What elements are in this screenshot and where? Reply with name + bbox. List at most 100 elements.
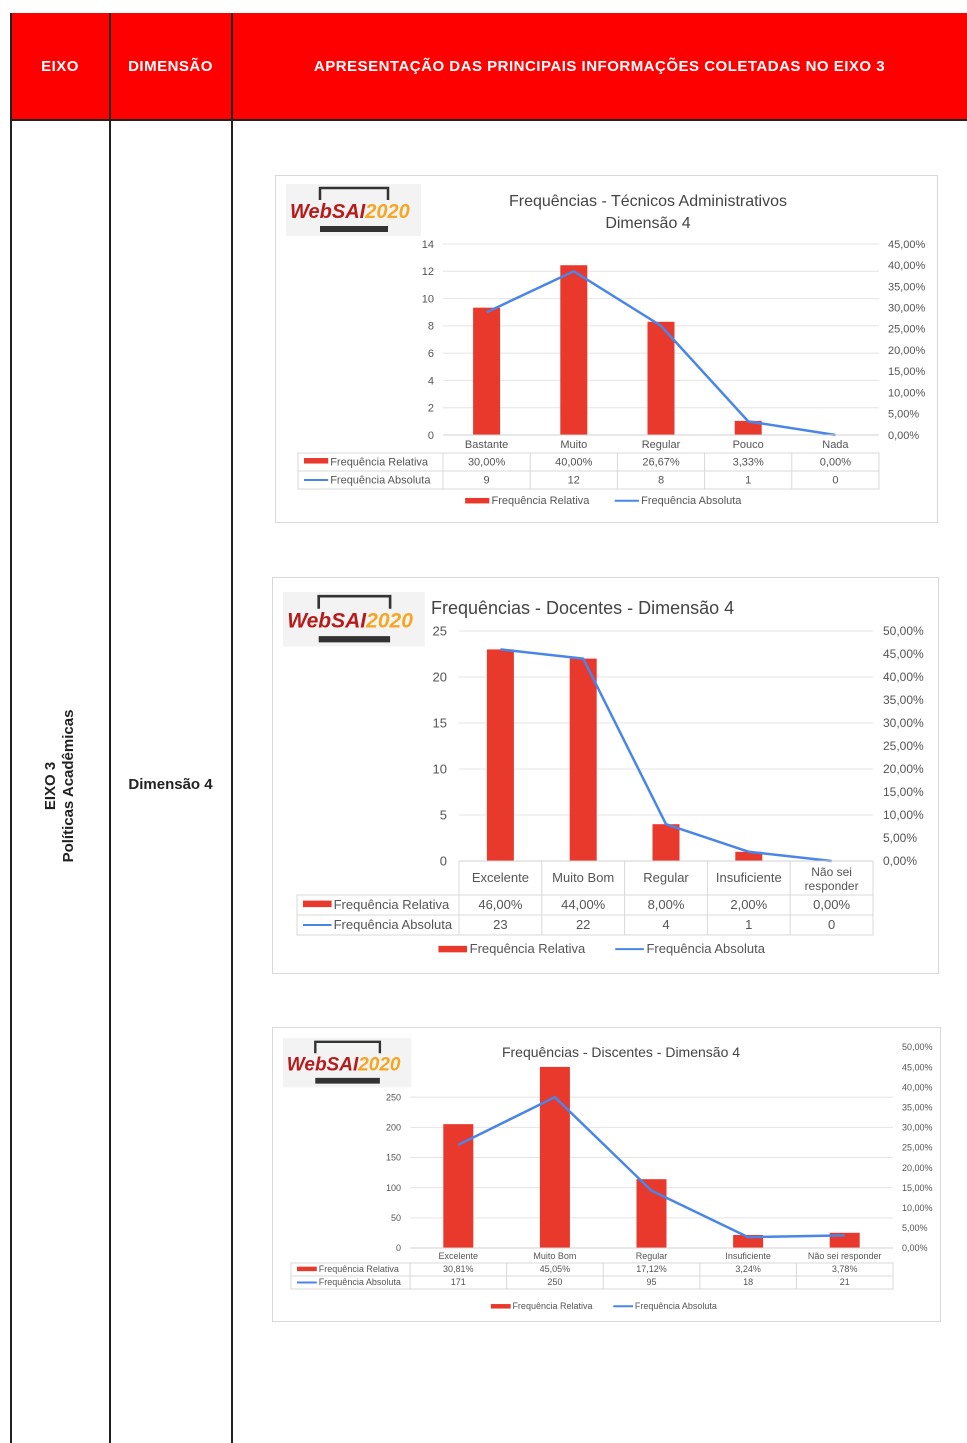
chart-svg: WebSAI2020 Frequências - Técnicos Adminis… <box>286 184 926 507</box>
left-axis-tick: 14 <box>422 239 434 251</box>
right-axis-tick: 40,00% <box>902 1082 933 1092</box>
logo-text-web: WebSAI <box>287 610 367 633</box>
data-table-value: 18 <box>743 1277 753 1287</box>
chart-subtitle: Dimensão 4 <box>605 215 690 232</box>
bar <box>560 265 588 435</box>
data-table-value: 40,00% <box>555 457 593 469</box>
category-label: Nada <box>822 439 849 451</box>
chart-panel-tecnicos: WebSAI2020 Frequências - Técnicos Adminis… <box>275 175 938 523</box>
left-axis-tick: 150 <box>386 1153 401 1163</box>
data-table-series-name: Frequência Absoluta <box>330 475 431 487</box>
chart-svg: WebSAI2020 Frequências - Discentes - Dime… <box>283 1038 933 1311</box>
chart-title: Frequências - Docentes - Dimensão 4 <box>431 598 734 618</box>
laptop-screen-icon <box>318 186 390 200</box>
right-axis-tick: 30,00% <box>883 716 924 730</box>
logo-text: WebSAI2020 <box>287 1054 401 1075</box>
logo-text-year: 2020 <box>357 1054 401 1075</box>
left-axis-tick: 2 <box>428 403 434 415</box>
laptop-base-icon <box>315 1077 380 1084</box>
legend-key-bar <box>438 945 468 953</box>
logo-text: WebSAI2020 <box>287 610 413 633</box>
right-axis-tick: 45,00% <box>888 239 926 251</box>
laptop-base-icon <box>318 636 391 643</box>
data-table-value: 0,00% <box>813 897 850 912</box>
data-table-value: 1 <box>745 475 751 487</box>
left-axis-tick: 5 <box>440 808 447 823</box>
data-table-value: 8 <box>658 475 664 487</box>
right-axis-tick: 30,00% <box>888 303 926 315</box>
legend-key-bar <box>304 458 329 464</box>
right-axis-tick: 25,00% <box>888 324 926 336</box>
data-table-value: 4 <box>662 917 669 932</box>
header-dimensao: DIMENSÃO <box>110 13 231 119</box>
eixo-title: Políticas Acadêmicas <box>60 709 77 863</box>
data-table-value: 30,00% <box>468 457 506 469</box>
data-table-value: 9 <box>484 475 490 487</box>
legend-key-bar <box>465 497 490 504</box>
chart-panel-discentes: WebSAI2020 Frequências - Discentes - Dime… <box>272 1027 941 1322</box>
bar <box>569 658 597 861</box>
data-table-value: 1 <box>745 917 752 932</box>
legend-label: Frequência Absoluta <box>646 941 765 956</box>
websai-logo: WebSAI2020 <box>286 184 421 236</box>
data-table-value: 44,00% <box>561 897 606 912</box>
logo-text-year: 2020 <box>365 610 413 633</box>
bar <box>652 824 680 861</box>
data-table-series-name: Frequência Relativa <box>334 897 450 912</box>
right-axis-tick: 10,00% <box>888 387 926 399</box>
bar <box>735 851 763 861</box>
laptop-screen-icon <box>317 594 392 609</box>
eixo-label: EIXO 3 Políticas Acadêmicas <box>42 710 78 863</box>
websai-logo: WebSAI2020 <box>283 592 425 647</box>
right-axis-tick: 20,00% <box>883 762 924 776</box>
bar <box>647 321 675 435</box>
data-table-value: 21 <box>840 1277 850 1287</box>
category-label: Pouco <box>733 439 764 451</box>
table-divider-1 <box>109 13 111 1443</box>
right-axis-tick: 5,00% <box>888 409 919 421</box>
data-table-value: 46,00% <box>478 897 523 912</box>
data-table-value: 3,78% <box>832 1264 858 1274</box>
data-table-series-name: Frequência Relativa <box>330 457 429 469</box>
data-table-value: 22 <box>576 917 590 932</box>
right-axis-tick: 25,00% <box>902 1143 933 1153</box>
logo-text: WebSAI2020 <box>290 201 410 223</box>
bar <box>486 649 514 861</box>
right-axis-tick: 0,00% <box>888 430 919 442</box>
data-table-value: 171 <box>451 1277 466 1287</box>
category-label: Muito <box>560 439 587 451</box>
data-table-value: 45,05% <box>540 1264 571 1274</box>
right-axis-tick: 10,00% <box>902 1203 933 1213</box>
chart-svg: WebSAI2020 Frequências - Docentes - Dimen… <box>283 592 924 956</box>
right-axis-tick: 45,00% <box>883 647 924 661</box>
laptop-base-icon <box>320 226 388 232</box>
left-axis-tick: 0 <box>428 430 434 442</box>
right-axis-tick: 5,00% <box>902 1223 928 1233</box>
right-axis-tick: 5,00% <box>883 831 917 845</box>
right-axis-tick: 0,00% <box>883 854 917 868</box>
dimensao-label: Dimensão 4 <box>128 776 213 793</box>
category-label: Não sei responder <box>808 1251 882 1261</box>
left-axis-tick: 20 <box>433 670 447 685</box>
logo-text-web: WebSAI <box>287 1054 359 1075</box>
left-axis-tick: 25 <box>433 624 447 639</box>
left-axis-tick: 10 <box>422 293 434 305</box>
data-table-value: 3,24% <box>735 1264 761 1274</box>
left-axis-tick: 0 <box>440 854 447 869</box>
data-table-value: 0 <box>832 475 838 487</box>
right-axis-tick: 30,00% <box>902 1123 933 1133</box>
data-table-value: 2,00% <box>730 897 767 912</box>
bar <box>539 1066 570 1248</box>
category-label: Não sei <box>811 865 852 879</box>
legend-label: Frequência Relativa <box>512 1301 592 1311</box>
laptop-screen-icon <box>314 1040 382 1054</box>
right-axis-tick: 35,00% <box>888 281 926 293</box>
data-table-series-name: Frequência Absoluta <box>334 917 453 932</box>
right-axis-tick: 15,00% <box>883 785 924 799</box>
right-axis-tick: 15,00% <box>902 1183 933 1193</box>
right-axis-tick: 35,00% <box>902 1102 933 1112</box>
left-axis-tick: 10 <box>433 762 447 777</box>
category-label: Insuficiente <box>725 1251 771 1261</box>
eixo-number: EIXO 3 <box>42 761 59 811</box>
data-table-value: 250 <box>547 1277 562 1287</box>
